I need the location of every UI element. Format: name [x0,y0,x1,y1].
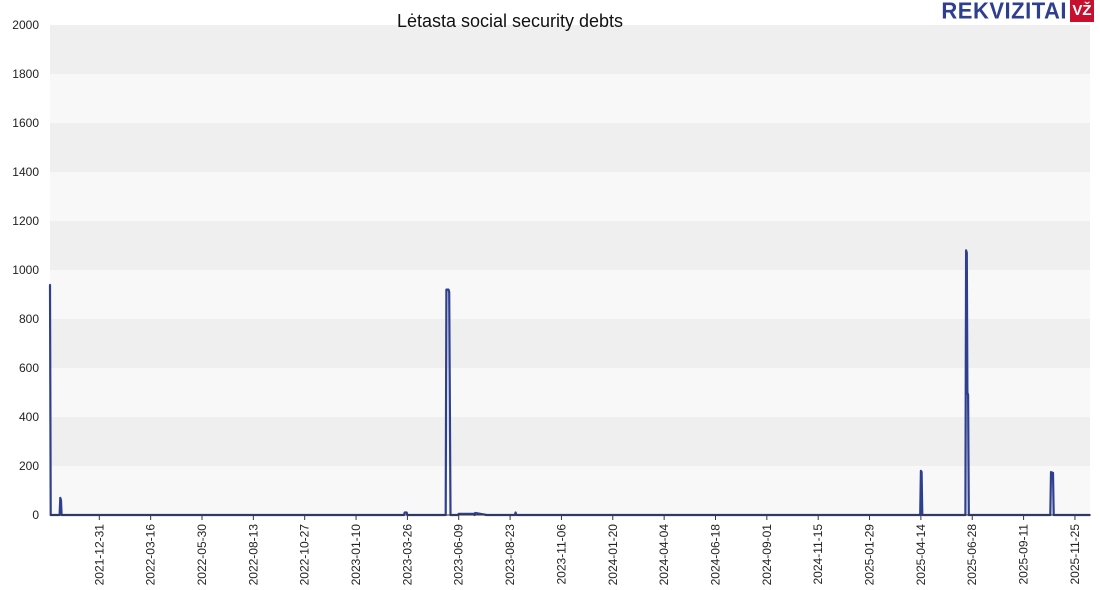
grid-band [50,368,1090,417]
data-point [448,291,451,293]
x-tick-label: 2022-05-30 [195,524,209,586]
x-tick-label: 2025-09-11 [1017,524,1031,585]
data-point [457,512,460,515]
x-tick-label: 2023-01-10 [349,524,363,586]
grid-band [50,123,1090,172]
brand-logo: REKVIZITAI VŽ [941,0,1094,22]
chart-title: Lėtasta social security debts [396,11,624,31]
data-point [49,283,51,286]
grid-band [50,319,1090,368]
y-tick-label: 0 [32,508,39,522]
logo-text: REKVIZITAI [941,0,1067,24]
y-axis: 0 200 400 600 800 1000 1200 1400 1600 1800 2000 [12,18,39,522]
data-point [59,496,62,499]
x-tick-label: 2024-04-04 [657,524,671,586]
logo-badge: VŽ [1070,0,1094,22]
x-tick-label: 2025-01-29 [863,524,877,586]
data-point [60,499,62,502]
data-point [474,512,477,514]
y-tick-label: 200 [19,459,39,473]
data-point [447,288,450,291]
y-tick-label: 400 [19,410,39,424]
x-tick-label: 2023-11-06 [554,524,568,585]
y-tick-label: 1000 [12,263,39,277]
grid-band [50,74,1090,123]
y-tick-label: 1400 [12,165,39,179]
grid-band [50,417,1090,466]
x-tick-label: 2022-03-16 [144,524,158,586]
data-point [1050,471,1052,474]
x-tick-label: 2022-08-13 [246,524,260,586]
x-tick-label: 2025-06-28 [965,524,979,586]
data-point [965,249,967,252]
data-point [445,288,448,291]
data-point [1052,471,1054,474]
x-tick-label: 2024-06-18 [708,524,722,586]
y-tick-label: 800 [19,312,39,326]
x-tick-label: 2024-01-20 [606,524,620,586]
x-tick-label: 2025-04-14 [914,524,928,586]
y-tick-label: 1600 [12,116,39,130]
x-tick-label: 2024-09-01 [760,524,774,586]
data-point [920,471,923,474]
grid-bands [50,25,1090,515]
grid-band [50,221,1090,270]
x-tick-label: 2022-10-27 [298,524,312,586]
y-tick-label: 2000 [12,18,39,32]
x-tick-label: 2025-11-25 [1068,524,1082,585]
y-tick-label: 1800 [12,67,39,81]
grid-band [50,466,1090,515]
data-point [514,511,517,514]
y-tick-label: 600 [19,361,39,375]
y-tick-label: 1200 [12,214,39,228]
data-point [966,391,969,394]
data-point [403,511,406,514]
x-tick-label: 2024-11-15 [811,524,825,585]
grid-band [50,25,1090,74]
x-axis: 2021-12-31 2022-03-16 2022-05-30 2022-08-13… [92,515,1082,585]
grid-band [50,172,1090,221]
grid-band [50,270,1090,319]
x-tick-label: 2021-12-31 [92,524,106,586]
x-tick-label: 2023-06-09 [452,524,466,586]
data-point [405,511,408,514]
data-point [965,251,968,254]
data-point [967,394,970,396]
x-tick-label: 2023-08-23 [503,524,517,586]
x-tick-label: 2023-03-26 [400,524,414,586]
